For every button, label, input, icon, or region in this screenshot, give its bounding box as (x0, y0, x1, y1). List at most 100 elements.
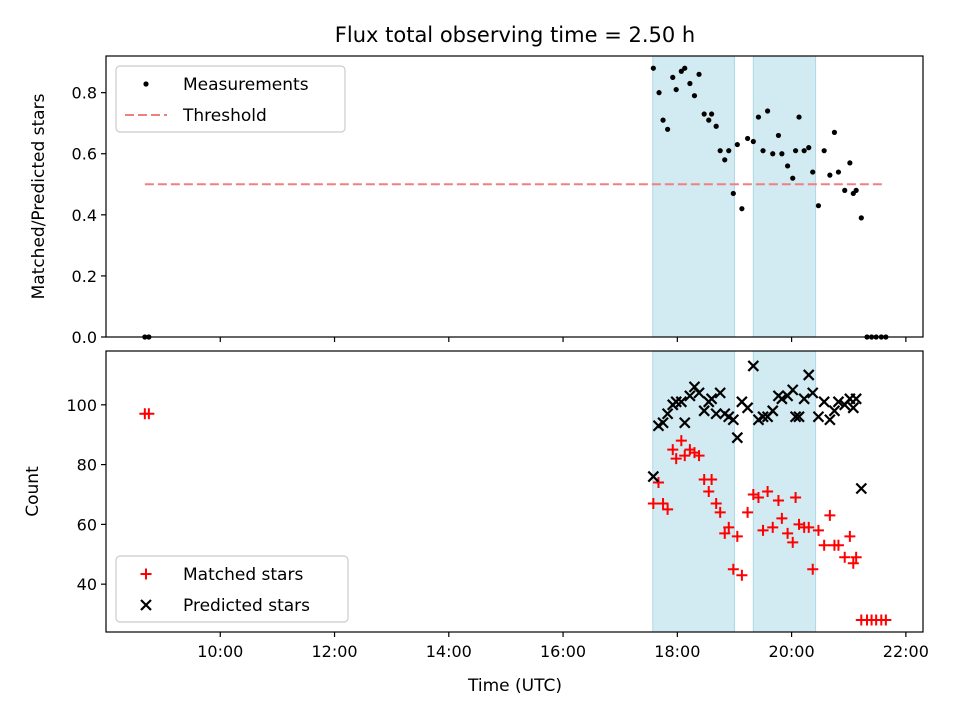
predicted-star-point (675, 396, 688, 408)
predicted-star-point (693, 387, 705, 399)
y-tick-label: 0.4 (72, 206, 97, 225)
predicted-star-point (855, 482, 868, 495)
predicted-star-point (793, 410, 805, 423)
shaded-interval-1 (652, 55, 735, 338)
legend: Measurements Threshold (115, 65, 346, 133)
measurement-point (656, 90, 662, 96)
matched-star-point (662, 503, 674, 515)
measurement-point (755, 114, 762, 120)
matched-star-point (776, 512, 788, 524)
matched-star-point (727, 563, 739, 575)
measurement-point (673, 86, 679, 93)
predicted-star-point (786, 384, 799, 396)
matched-star-point (736, 569, 748, 581)
matched-star-point (757, 524, 769, 536)
x-tick-label: 18:00 (654, 642, 700, 661)
matched-star-point (790, 491, 802, 503)
measurement-point (775, 132, 782, 139)
y-tick-label: 0.6 (72, 145, 97, 164)
matched-star-point (670, 453, 682, 465)
matched-star-point (824, 509, 836, 521)
predicted-star-point (828, 405, 841, 417)
legend-label: Predicted stars (183, 596, 310, 616)
matched-star-point (812, 524, 824, 536)
legend-label: Measurements (183, 75, 309, 95)
measurement-point (682, 65, 688, 71)
measurement-point (726, 148, 732, 154)
matched-star-point (832, 539, 844, 551)
matched-star-point (762, 486, 774, 497)
measurement-point (858, 215, 864, 221)
matched-star-point (679, 450, 691, 462)
x-tick-label: 14:00 (426, 642, 472, 661)
measurement-point (706, 117, 712, 123)
predicted-star-point (710, 407, 722, 420)
matched-star-point (772, 494, 784, 506)
measurement-point (665, 126, 671, 132)
measurement-point (779, 151, 785, 157)
measurement-point (696, 71, 702, 77)
y-tick-label: 100 (66, 396, 97, 415)
matched-star-point (807, 563, 819, 575)
measurement-point (717, 148, 723, 154)
measurement-point (722, 157, 728, 163)
matched-star-point (844, 530, 856, 542)
matched-star-point (143, 408, 155, 420)
legend-label: Threshold (182, 106, 267, 126)
matched-star-point (782, 527, 794, 539)
x-tick-label: 16:00 (540, 642, 586, 661)
predicted-star-point (731, 431, 744, 444)
matched-star-point (703, 486, 715, 497)
measurement-point (835, 169, 842, 175)
measurement-point (842, 187, 848, 193)
bottom-panel-counts: 40 60 80 100 Count 10:00 12:00 14:00 16:00 18:00 2… (23, 350, 929, 661)
y-axis-label: Count (23, 466, 43, 517)
predicted-star-point (798, 393, 810, 405)
predicted-star-point (661, 407, 674, 420)
y-tick-label: 0.8 (72, 84, 97, 103)
y-tick-label: 0.0 (72, 328, 97, 347)
measurement-point (847, 160, 853, 166)
matched-star-point (706, 474, 718, 486)
legend: Matched stars Predicted stars (115, 555, 349, 623)
measurement-point (713, 123, 719, 129)
legend-matched-marker (140, 568, 152, 580)
measurement-point (660, 117, 666, 123)
matched-star-point (667, 444, 679, 456)
matched-star-point (652, 477, 664, 489)
axes-frame (105, 350, 924, 633)
predicted-star-point (657, 416, 669, 429)
matched-star-point (803, 521, 815, 533)
measurement-point (770, 151, 776, 157)
axes-frame (105, 55, 924, 338)
measurement-point (801, 148, 807, 154)
legend-label: Matched stars (183, 565, 303, 585)
legend-box (115, 65, 346, 133)
y-axis-label: Matched/Predicted stars (29, 93, 49, 299)
legend-measurements-marker (143, 81, 149, 87)
matched-star-point (647, 497, 659, 509)
measurement-point (764, 108, 771, 114)
predicted-star-point (818, 396, 830, 408)
predicted-star-point (757, 410, 769, 423)
y-tick-label: 40 (77, 575, 97, 594)
measurement-point (709, 111, 715, 117)
predicted-star-point (824, 413, 836, 426)
predicted-star-point (766, 405, 779, 417)
predicted-star-point (789, 410, 802, 423)
measurement-point (831, 129, 838, 135)
measurement-point (734, 141, 740, 148)
predicted-star-point (727, 413, 740, 426)
predicted-star-point (714, 387, 726, 399)
measurement-point (687, 80, 693, 87)
matched-star-point (719, 527, 731, 539)
top-panel-ratio: 0.0 0.2 0.4 0.6 0.8 Matched/Predicted stars Me… (29, 55, 924, 347)
predicted-star-point (806, 387, 819, 399)
x-tick-label: 22:00 (883, 642, 929, 661)
chart-title: Flux total observing time = 2.50 h (335, 23, 695, 47)
predicted-star-point (741, 402, 754, 414)
predicted-star-point (850, 393, 862, 405)
measurement-point (691, 93, 698, 99)
shaded-interval-1 (652, 350, 735, 633)
